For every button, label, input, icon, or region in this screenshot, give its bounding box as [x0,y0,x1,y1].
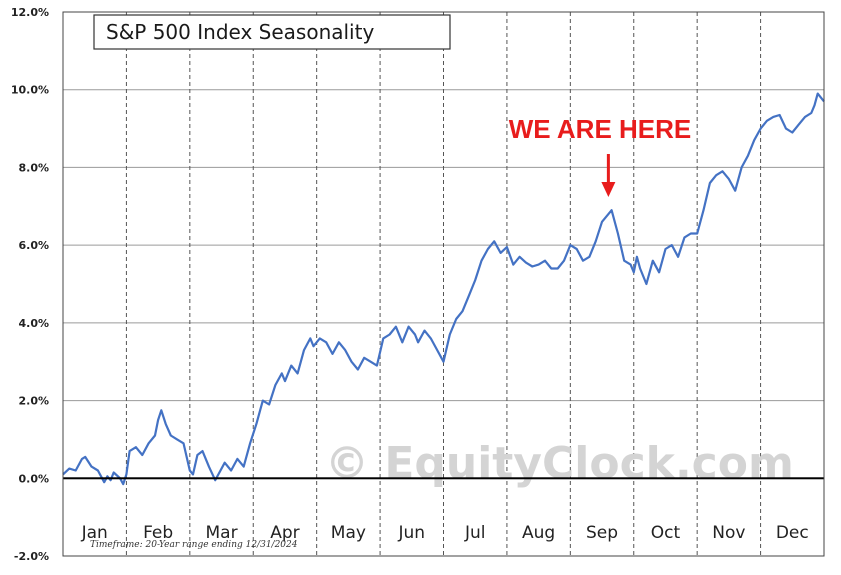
chart-footnote: Timeframe: 20-Year range ending 12/31/20… [90,540,298,550]
annotation-arrow-head [601,182,616,197]
month-label: Mar [206,523,238,543]
chart-title: S&P 500 Index Seasonality [106,20,374,44]
y-tick-label: 10.0% [11,84,49,97]
plot-frame [62,11,825,557]
month-label: Jul [464,523,486,543]
month-label: Feb [143,523,173,543]
y-tick-label: 2.0% [18,395,49,408]
month-label: May [331,523,366,543]
annotation-text: WE ARE HERE [509,114,692,144]
series-line [62,92,825,486]
chart-watermark: © EquityClock.com [325,438,794,489]
month-label: Dec [776,523,809,543]
y-tick-label: 0.0% [18,472,49,485]
title-box: S&P 500 Index Seasonality [93,14,451,50]
axis-labels: -2.0% 0.0% 2.0% 4.0% 6.0% 8.0% 10.0% 12.0% Jan Fe… [11,6,809,563]
y-tick-label: 12.0% [11,6,49,19]
month-label: Apr [270,523,299,543]
y-tick-label: 4.0% [18,317,49,330]
y-tick-label: 8.0% [18,161,49,174]
month-label: Oct [651,523,681,543]
title-box-frame [93,14,451,50]
month-label: Sep [586,523,618,543]
zero-axis-line [63,477,824,480]
y-tick-label: 6.0% [18,239,49,252]
y-tick-label: -2.0% [14,550,49,563]
month-label: Nov [712,523,745,543]
month-label: Jun [398,523,426,543]
month-label: Jan [81,523,108,543]
month-label: Aug [522,523,555,543]
